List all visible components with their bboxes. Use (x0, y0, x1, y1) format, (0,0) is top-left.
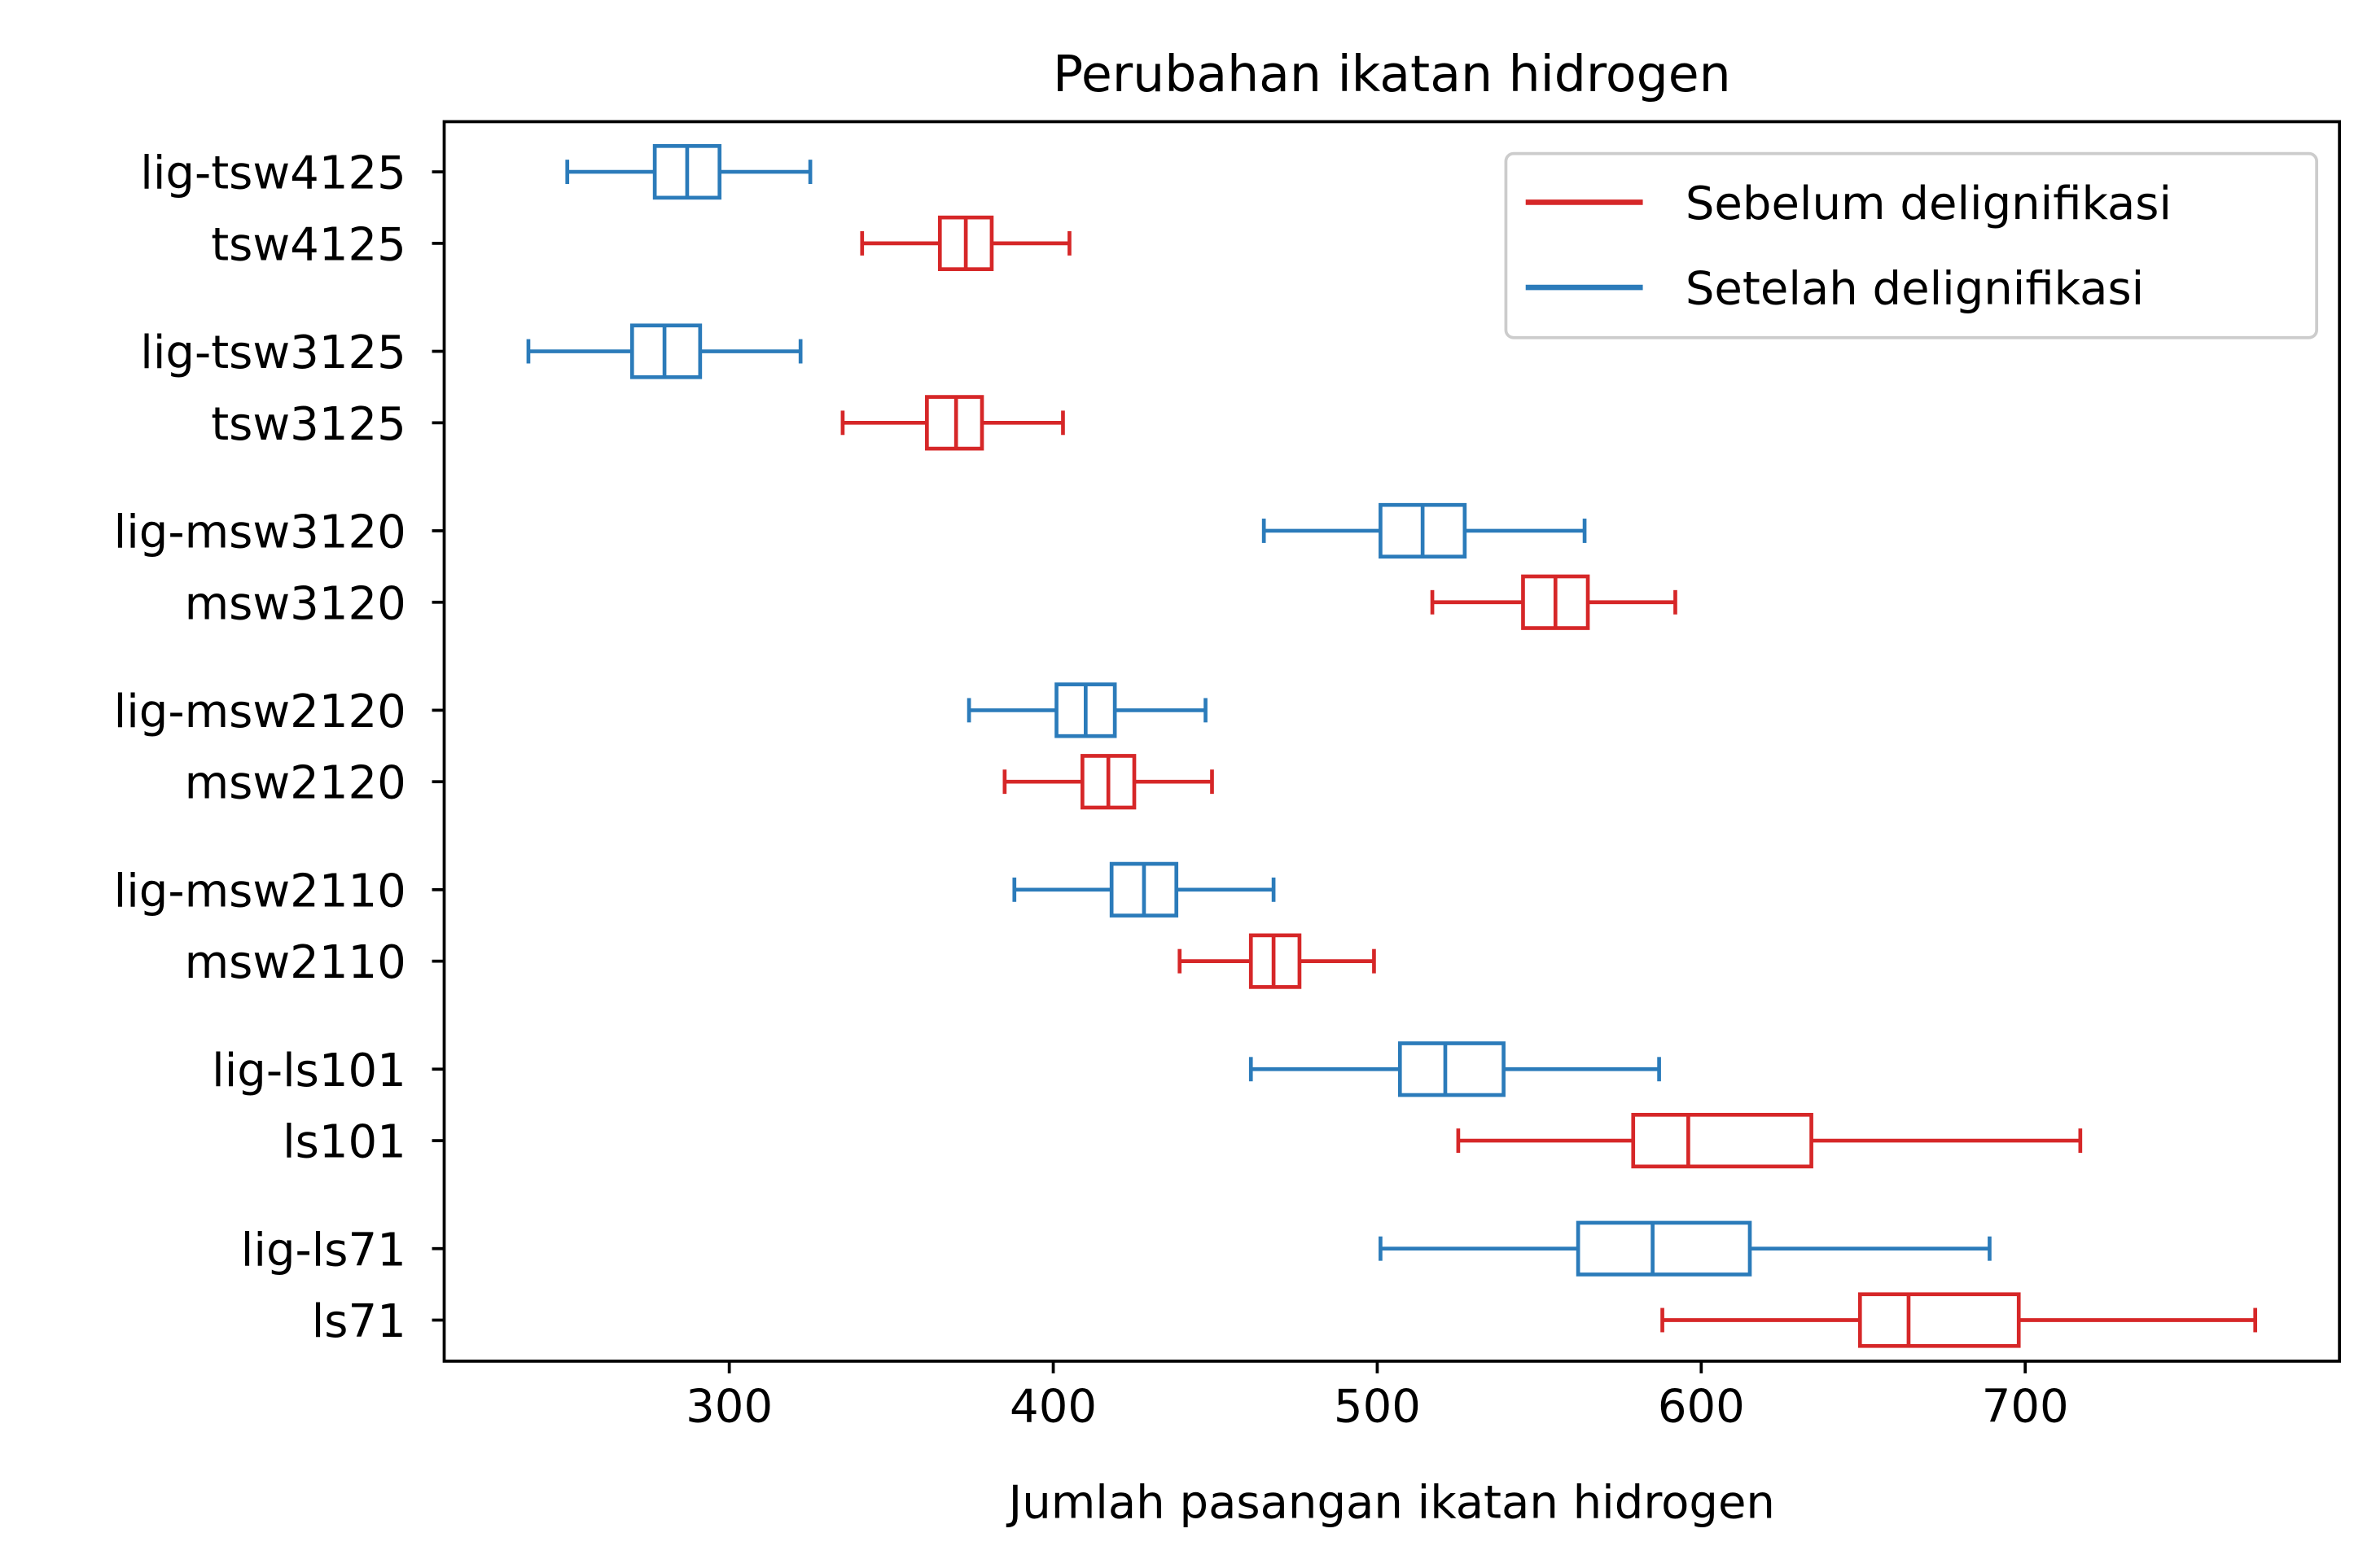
legend: Sebelum delignifikasi Setelah delignifika… (1504, 151, 2318, 339)
plot-area: 300 400 500 600 700 lig-tsw4125 tsw4125 lig-tsw… (114, 144, 2258, 1434)
axes-frame (442, 120, 2342, 1363)
y-tick-label: lig-msw3120 (114, 506, 406, 559)
x-tick-label: 700 (1982, 1381, 2069, 1434)
box (1631, 1112, 1813, 1169)
y-tick-label: msw2120 (185, 757, 406, 810)
box (1857, 1292, 2021, 1348)
x-axis-label: Jumlah pasangan ikatan hidrogen (1006, 1476, 1775, 1529)
legend-frame (1504, 151, 2318, 339)
y-tick-label: lig-tsw3125 (140, 326, 406, 379)
chart-title: Perubahan ikatan hidrogen (1053, 45, 1731, 103)
y-tick-label: lig-msw2120 (114, 685, 406, 738)
y-tick-label: tsw3125 (211, 398, 406, 451)
y-tick-label: msw2110 (185, 936, 406, 989)
y-tick-label: lig-tsw4125 (140, 147, 406, 200)
y-tick-label: lig-msw2110 (114, 865, 406, 918)
x-tick-label: 600 (1658, 1381, 1745, 1434)
y-tick-label: msw3120 (185, 577, 406, 630)
x-tick-label: 500 (1334, 1381, 1421, 1434)
y-tick-label: ls101 (283, 1116, 406, 1169)
legend-label: Sebelum delignifikasi (1686, 177, 2172, 230)
y-tick-label: lig-ls71 (241, 1224, 406, 1277)
y-tick-label: ls71 (312, 1295, 406, 1348)
y-tick-label: tsw4125 (211, 218, 406, 271)
box (1576, 1220, 1752, 1277)
legend-label: Setelah delignifikasi (1686, 263, 2144, 316)
x-tick-label: 400 (1010, 1381, 1097, 1434)
x-tick-label: 300 (686, 1381, 773, 1434)
y-tick-label: lig-ls101 (212, 1045, 406, 1097)
box (1397, 1041, 1506, 1097)
